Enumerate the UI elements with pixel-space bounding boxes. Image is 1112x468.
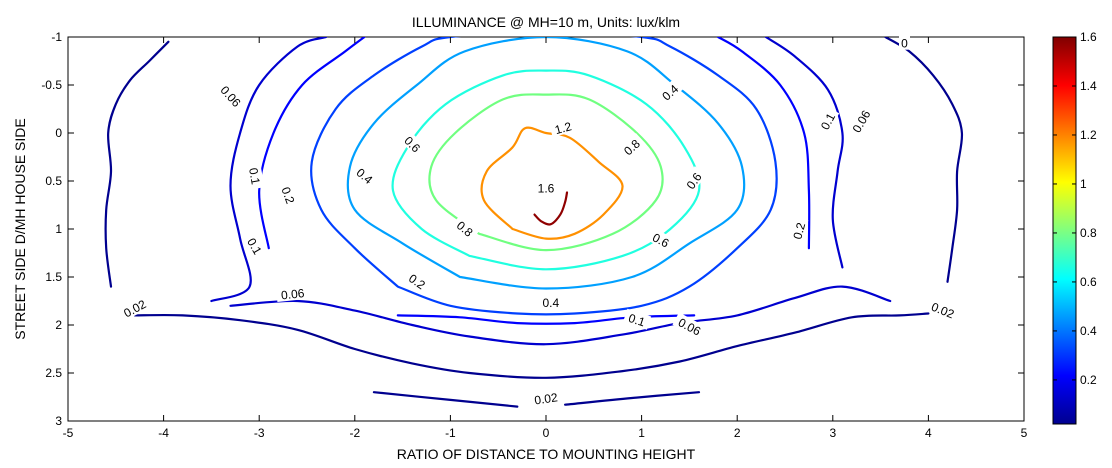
contour-line-0_02-1 xyxy=(104,40,170,288)
y-tick-label: 3 xyxy=(55,414,62,428)
contour-line-0_02-0 xyxy=(133,312,930,379)
contour-label-halo xyxy=(350,162,380,189)
contour-label-halo xyxy=(899,35,910,50)
contour-label-halo xyxy=(788,216,809,245)
contour-label-halo xyxy=(655,78,684,106)
x-tick-label: 4 xyxy=(925,426,932,440)
contour-label-halo xyxy=(215,79,248,113)
x-tick-label: -4 xyxy=(158,426,169,440)
contour-label-halo xyxy=(549,117,577,138)
contour-label-halo xyxy=(117,294,152,322)
x-tick-label: -1 xyxy=(445,426,456,440)
contour-label: 0.06 xyxy=(280,286,305,302)
contour-line-0_6-13 xyxy=(391,69,701,271)
contour-line-0_02-3 xyxy=(372,391,519,408)
contour-label-group: 0.1 xyxy=(246,162,265,190)
contour-label-halo xyxy=(538,294,564,309)
colorbar-ticks: 0.2 0.4 0.6 0.8 1 1.2 1.4 1.6 xyxy=(1053,30,1097,387)
contour-line-0_06-7 xyxy=(764,37,844,269)
contour-label-group: 0.06 xyxy=(275,284,310,302)
colorbar-tick-label: 1.4 xyxy=(1080,79,1097,93)
colorbar-tick-label: 0.8 xyxy=(1080,226,1097,240)
contour-line-0_1-10 xyxy=(717,37,811,250)
x-tick-label: 3 xyxy=(829,426,836,440)
contour-line-0_06-6 xyxy=(229,285,892,346)
contour-label-halo xyxy=(680,166,707,195)
x-tick-label: -5 xyxy=(63,426,74,440)
contour-label: 0.02 xyxy=(533,390,558,407)
colorbar-tick-label: 0.2 xyxy=(1080,373,1097,387)
contour-label-halo xyxy=(246,162,265,190)
x-tick-label: 1 xyxy=(638,426,645,440)
x-tick-label: -2 xyxy=(349,426,360,440)
y-tick-label: -1 xyxy=(51,30,62,44)
contour-label-halo xyxy=(529,388,563,408)
colorbar-tick-label: 1.2 xyxy=(1080,128,1097,142)
x-axis-ticks: -5 -4 -3 -2 -1 0 1 2 3 4 5 xyxy=(63,37,1028,440)
colorbar-tick-label: 0.4 xyxy=(1080,324,1097,338)
contour-label-halo xyxy=(242,231,268,261)
contour-label-halo xyxy=(275,284,310,302)
contour-label-halo xyxy=(925,297,961,323)
x-tick-label: 2 xyxy=(734,426,741,440)
contour-line-0_02-2 xyxy=(884,37,964,283)
contour-label: 0.1 xyxy=(246,167,263,186)
y-tick-label: 1 xyxy=(55,222,62,236)
y-tick-label: 2 xyxy=(55,318,62,332)
contour-label-group: 0.1 xyxy=(623,308,652,330)
contour-line-0_06-5 xyxy=(210,37,328,303)
contour-label: 0 xyxy=(901,37,908,51)
y-axis-title: STREET SIDE D/MH HOUSE SIDE xyxy=(12,118,28,339)
y-tick-label: 2.5 xyxy=(45,366,62,380)
contour-label: 1.6 xyxy=(538,182,555,196)
contour-label-halo xyxy=(451,214,480,242)
contour-label-group: 1.6 xyxy=(533,180,559,196)
contour-lines xyxy=(104,37,964,408)
contour-label-group: 0 xyxy=(899,35,910,51)
y-tick-label: 0.5 xyxy=(45,174,62,188)
contour-line-1_6-16 xyxy=(533,191,569,226)
x-axis-title: RATIO OF DISTANCE TO MOUNTING HEIGHT xyxy=(397,446,696,462)
contour-label-halo xyxy=(623,308,652,330)
colorbar-tick-label: 0.6 xyxy=(1080,275,1097,289)
contour-label-halo xyxy=(399,130,427,158)
y-tick-label: 0 xyxy=(55,126,62,140)
x-tick-label: -3 xyxy=(254,426,265,440)
contour-label: 0.4 xyxy=(542,296,559,310)
contour-label-halo xyxy=(646,227,676,252)
contour-label: 1.2 xyxy=(553,119,573,137)
contour-label: 0.2 xyxy=(278,185,297,206)
contour-line-0_02-4 xyxy=(564,391,701,406)
contour-line-0_1-9 xyxy=(258,37,366,250)
contour-line-0_8-14 xyxy=(428,93,664,252)
contour-label-halo xyxy=(533,180,559,195)
contour-label-halo xyxy=(672,312,708,340)
x-tick-label: 5 xyxy=(1021,426,1028,440)
contour-label: 0.1 xyxy=(627,311,648,330)
contour-label-group: 0.4 xyxy=(538,294,564,310)
contour-label-group: 0.02 xyxy=(529,388,563,408)
colorbar-tick-label: 1.6 xyxy=(1080,30,1097,44)
x-tick-label: 0 xyxy=(543,426,550,440)
y-tick-label: 1.5 xyxy=(45,270,62,284)
contour-label: 0.2 xyxy=(790,221,808,241)
contour-label-halo xyxy=(617,133,646,161)
contour-label-group: 1.2 xyxy=(549,117,577,138)
contour-label-halo xyxy=(403,268,432,294)
contour-label-group: 0.2 xyxy=(788,216,809,245)
contour-line-1_2-15 xyxy=(480,126,624,240)
y-axis-ticks: -1 -0.5 0 0.5 1 1.5 2 2.5 3 xyxy=(41,30,1024,428)
contour-label-halo xyxy=(815,106,840,136)
contour-label-halo xyxy=(846,103,875,139)
y-tick-label: -0.5 xyxy=(41,78,62,92)
contour-line-0_2-11 xyxy=(310,37,778,316)
contour-label-group: 0.2 xyxy=(277,180,300,210)
colorbar xyxy=(1052,36,1077,425)
colorbar-tick-label: 1 xyxy=(1080,177,1087,191)
contour-line-0_4-12 xyxy=(346,37,746,290)
chart-title: ILLUMINANCE @ MH=10 m, Units: lux/klm xyxy=(412,14,680,30)
contour-label-halo xyxy=(277,180,300,210)
